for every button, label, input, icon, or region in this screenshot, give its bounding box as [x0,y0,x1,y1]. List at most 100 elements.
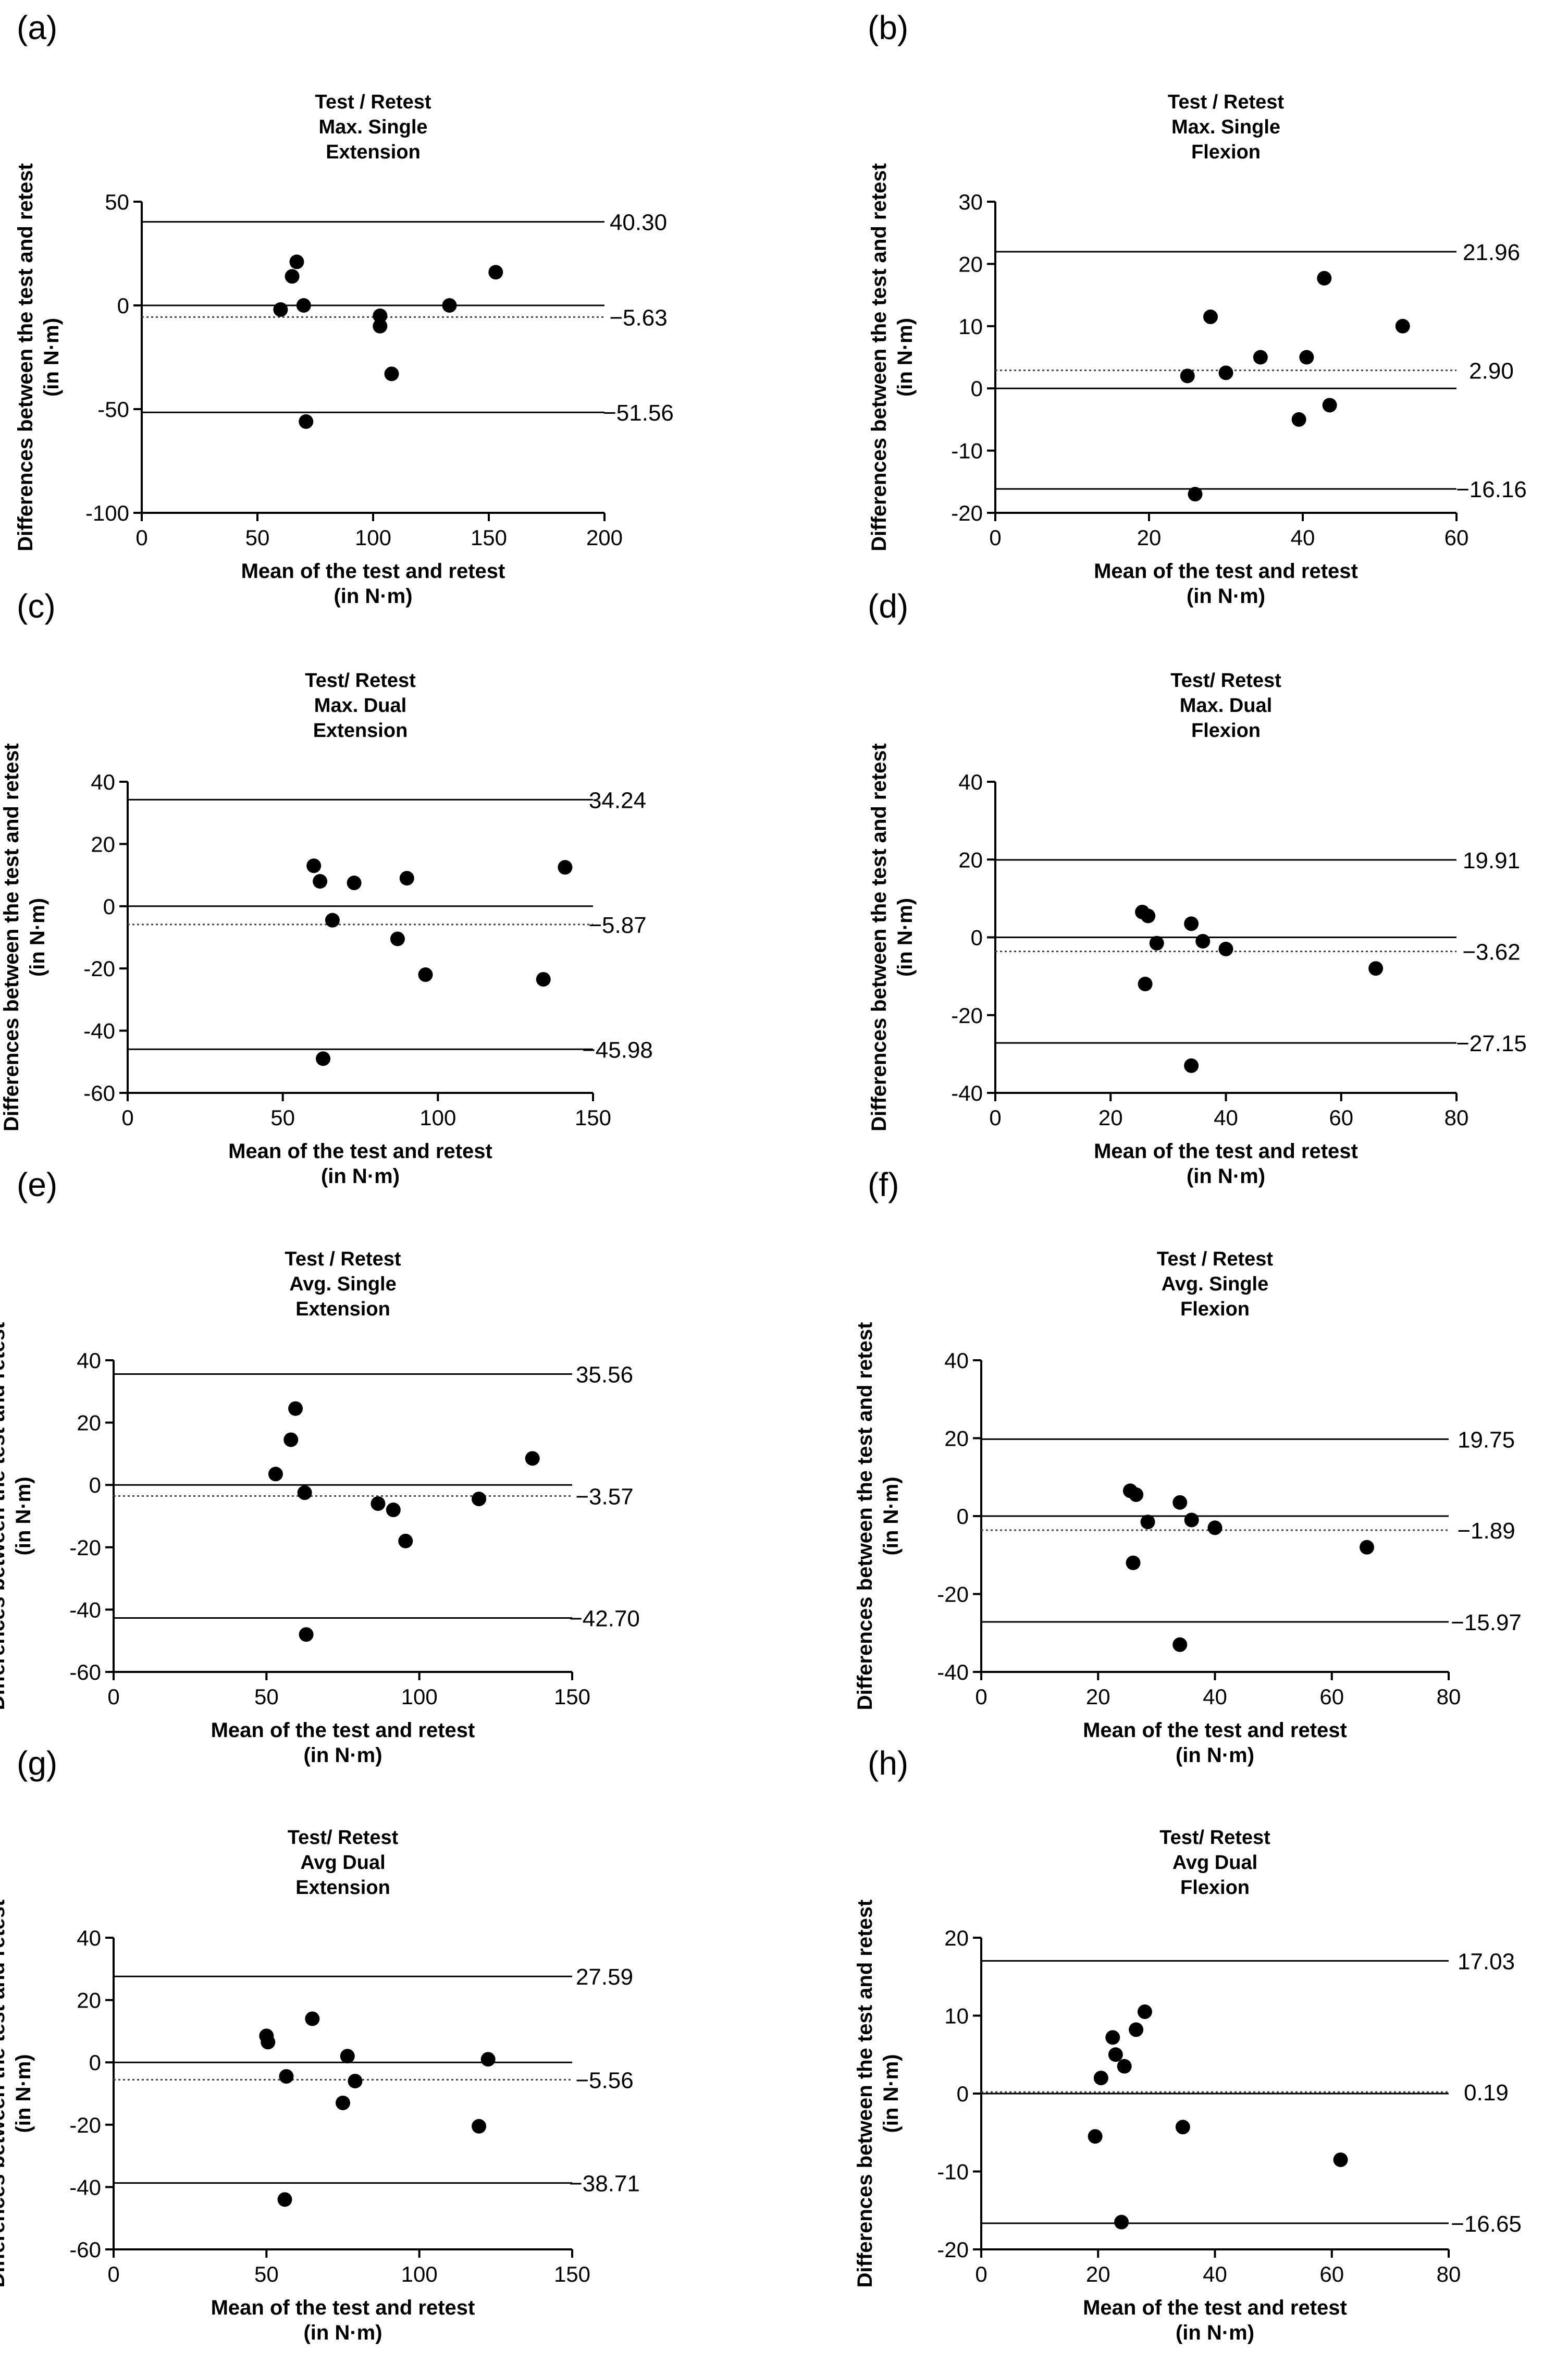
lower-limit-label: −51.56 [603,400,674,426]
x-tick-label: 0 [107,1684,119,1709]
data-point [283,1432,299,1447]
y-tick-label: -10 [937,2160,969,2184]
x-tick-label: 100 [401,1684,438,1709]
chart-title-line: Flexion [1191,720,1261,742]
chart-title-line: Avg. Single [1162,1273,1269,1295]
y-tick-label: 40 [958,770,983,794]
x-tick-label: 50 [254,2262,279,2286]
chart-title-line: Test/ Retest [1170,670,1281,692]
data-point [348,2074,363,2089]
data-point [347,876,362,891]
data-point [1218,365,1233,380]
x-tick-label: 150 [554,2262,590,2286]
data-point [558,860,573,875]
upper-limit-label: 27.59 [576,1964,633,1990]
data-point [268,1467,283,1482]
chart-title-line: Max. Dual [314,695,406,717]
x-tick-label: 20 [1137,525,1162,550]
panel-letter: (c) [17,587,56,625]
y-axis-title: Differences between the test and retest [854,1900,876,2288]
y-axis-unit: (in N·m) [880,2054,903,2133]
data-point [1253,350,1268,365]
bias-label: 0.19 [1464,2080,1509,2106]
y-tick-label: 0 [957,2082,969,2106]
y-axis-unit: (in N·m) [40,318,63,397]
y-tick-label: 40 [77,1348,101,1373]
y-tick-label: -20 [69,2113,101,2137]
chart-title-line: Flexion [1180,1877,1250,1899]
data-point [1093,2071,1108,2086]
data-point [279,2069,294,2084]
y-tick-label: 0 [89,1473,101,1497]
y-tick-label: 0 [103,894,115,919]
data-point [277,2192,292,2207]
chart-title-line: Test/ Retest [1159,1827,1270,1849]
chart-panel-c: (c) Test/ Retest Max. Dual Extension -60 -40 -… [0,587,653,1188]
data-point [1184,1512,1199,1528]
x-tick-label: 0 [975,1684,987,1709]
y-tick-label: -10 [951,439,983,463]
y-tick-label: -60 [83,1081,115,1105]
y-axis-title: Differences between the test and retest [0,1322,9,1710]
chart-panel-a: (a) Test / Retest Max. Single Extension -100… [14,9,674,608]
bias-label: −3.57 [575,1484,633,1510]
x-axis-title: Mean of the test and retest [211,2296,475,2319]
panel-letter: (h) [868,1744,908,1782]
data-point [1129,2022,1144,2037]
x-tick-label: 200 [586,525,623,550]
data-point [1203,309,1218,324]
x-tick-label: 0 [107,2262,119,2286]
data-point [480,2052,496,2067]
chart-panel-b: (b) Test / Retest Max. Single Flexion -20 -10… [868,9,1527,608]
y-tick-label: -20 [937,1582,969,1607]
panel-letter: (a) [17,9,57,46]
x-tick-label: 60 [1329,1105,1353,1130]
data-point [1184,1058,1199,1073]
y-axis-unit: (in N·m) [12,2054,35,2133]
y-tick-label: 40 [944,1348,969,1373]
x-axis-unit: (in N·m) [1176,1744,1254,1767]
x-tick-label: 40 [1214,1105,1238,1130]
data-point [1105,2030,1120,2045]
chart-title-line: Avg Dual [300,1852,385,1874]
y-tick-label: -40 [69,1597,101,1622]
lower-limit-label: −45.98 [582,1037,653,1063]
data-point [1299,350,1314,365]
y-tick-label: -100 [85,501,129,525]
x-tick-label: 0 [135,525,147,550]
lower-limit-label: −38.71 [569,2171,640,2197]
x-axis-unit: (in N·m) [1176,2321,1254,2344]
x-tick-label: 60 [1319,2262,1344,2286]
chart-panel-f: (f) Test / Retest Avg. Single Flexion -40 -20… [854,1166,1522,1767]
data-point [1175,2120,1190,2135]
upper-limit-label: 17.03 [1458,1949,1515,1974]
chart-title-line: Extension [295,1298,390,1320]
data-point [1126,1555,1141,1570]
y-tick-label: 40 [91,770,115,794]
panel-letter: (g) [17,1744,57,1782]
data-point [1322,398,1337,413]
data-point [1117,2059,1132,2074]
x-axis-title: Mean of the test and retest [241,560,505,583]
data-point [1172,1637,1188,1652]
chart-title-line: Test / Retest [1168,91,1284,113]
data-point [1180,368,1195,384]
chart-panel-d: (d) Test/ Retest Max. Dual Flexion -40 -20 0 20… [868,587,1527,1188]
data-point [390,931,405,946]
data-point [1088,2129,1103,2144]
y-tick-label: 0 [971,926,983,950]
data-point [1137,2004,1152,2020]
chart-title-line: Extension [326,141,421,163]
y-tick-label: 20 [944,1426,969,1451]
x-axis-unit: (in N·m) [303,1744,382,1767]
y-tick-label: 20 [77,1411,101,1435]
x-axis-title: Mean of the test and retest [211,1719,475,1742]
y-axis-unit: (in N·m) [880,1476,903,1555]
lower-limit-label: −16.16 [1456,477,1527,502]
y-tick-label: -20 [951,501,983,525]
panel-letter: (f) [868,1166,899,1203]
data-point [289,254,304,269]
data-point [1172,1495,1188,1510]
data-point [418,967,433,982]
y-tick-label: 10 [944,2004,969,2028]
